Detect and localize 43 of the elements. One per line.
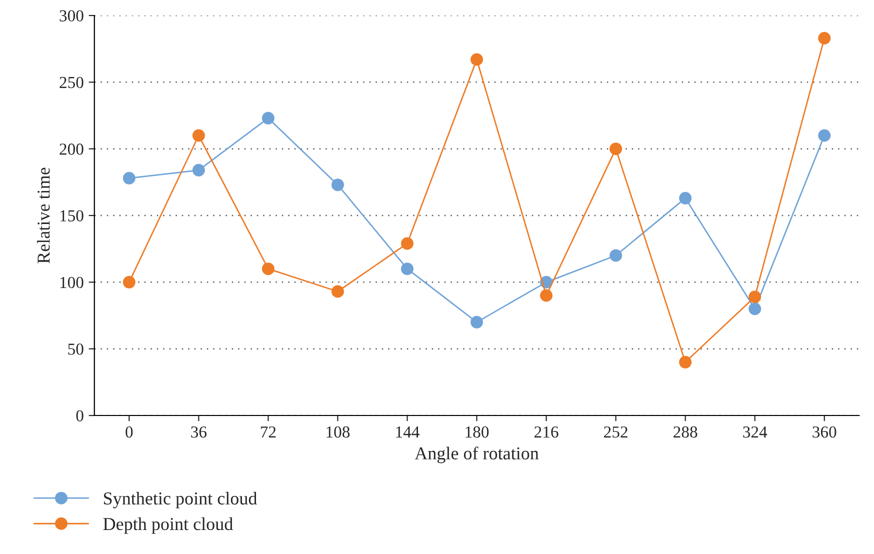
point	[610, 142, 622, 156]
x-tick-label: 288	[674, 426, 698, 438]
point	[331, 178, 344, 192]
y-tick-label: 250	[60, 76, 84, 88]
point	[610, 249, 622, 262]
legend-label: Depth point cloud	[103, 517, 233, 534]
point	[400, 237, 414, 250]
point	[748, 290, 762, 304]
point	[540, 289, 553, 302]
x-tick-label: 36	[191, 426, 207, 438]
point	[748, 302, 762, 316]
y-tick-label: 150	[60, 210, 84, 222]
y-tick-label: 50	[68, 344, 84, 355]
y-axis-title: Relative time	[37, 168, 50, 264]
x-tick-label: 324	[743, 426, 768, 438]
point	[400, 262, 414, 276]
x-tick-label: 216	[534, 426, 558, 438]
point	[262, 112, 274, 124]
x-tick-label: 72	[260, 426, 276, 438]
point	[122, 172, 136, 184]
point	[818, 32, 831, 44]
point	[679, 192, 692, 204]
x-tick-label: 360	[812, 426, 836, 438]
x-tick-label: 180	[466, 426, 489, 438]
point	[470, 316, 484, 328]
point	[679, 356, 692, 368]
y-tick-label: 100	[60, 276, 84, 288]
point	[192, 164, 205, 176]
y-tick-label: 0	[76, 410, 84, 422]
y-tick-label: 300	[60, 10, 84, 22]
point	[122, 276, 136, 288]
x-tick-label: 144	[396, 426, 420, 438]
x-axis-title: Angle of rotation	[414, 446, 539, 464]
x-tick-label: 0	[126, 426, 133, 438]
x-tick-label: 252	[604, 426, 628, 438]
point	[331, 285, 344, 298]
y-tick-label: 200	[60, 144, 84, 155]
point	[192, 129, 205, 142]
point	[262, 262, 274, 276]
legend-label: Synthetic point cloud	[104, 492, 258, 508]
point	[470, 53, 484, 66]
x-tick-label: 108	[326, 426, 350, 438]
point	[818, 129, 831, 142]
